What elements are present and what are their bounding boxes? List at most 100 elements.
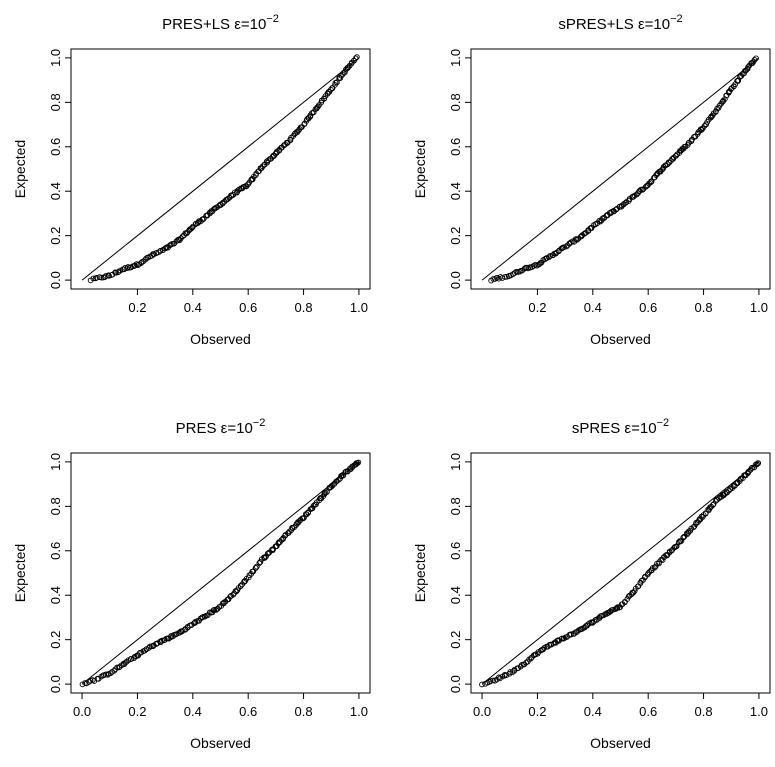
x-tick-label: 0.8	[295, 704, 313, 719]
data-point	[753, 55, 759, 62]
data-point	[354, 460, 361, 467]
y-tick-label: 1.0	[48, 453, 63, 471]
x-tick-label: 0.6	[639, 300, 657, 315]
reference-line	[481, 461, 760, 685]
x-tick-label: 0.0	[473, 704, 491, 719]
data-point	[745, 64, 752, 70]
y-tick-label: 0.6	[448, 138, 463, 156]
x-axis-label: Observed	[590, 331, 651, 347]
data-point	[214, 605, 221, 612]
chart-title: PRES+LS ε=10−2	[162, 13, 279, 33]
data-point	[252, 565, 259, 571]
data-point	[680, 534, 687, 541]
data-point	[301, 121, 308, 127]
data-point	[527, 655, 534, 662]
data-point	[114, 664, 120, 671]
data-point	[751, 56, 758, 63]
chart-title: sPRES+LS ε=10−2	[558, 13, 682, 33]
data-point	[571, 631, 577, 637]
data-point	[507, 669, 514, 675]
y-tick-label: 0.4	[48, 586, 63, 604]
chart-title-epsilon: ε=10	[624, 420, 656, 437]
chart-title-method: sPRES	[572, 420, 625, 437]
data-point	[106, 273, 112, 279]
data-point	[702, 510, 709, 517]
data-point	[712, 109, 719, 115]
data-point	[613, 604, 620, 611]
data-point	[490, 276, 497, 282]
chart-title-exponent: −2	[657, 417, 670, 429]
data-point	[479, 681, 485, 688]
reference-line	[81, 461, 360, 685]
data-point	[532, 261, 539, 268]
data-point	[347, 466, 354, 473]
x-tick-label: 0.2	[128, 300, 146, 315]
data-point	[698, 127, 705, 133]
data-point	[568, 631, 574, 638]
y-tick-label: 0.4	[448, 182, 463, 200]
data-point	[287, 137, 294, 144]
x-tick-label: 1.0	[750, 704, 768, 719]
x-tick-label: 0.2	[528, 300, 546, 315]
y-tick-label: 0.2	[448, 631, 463, 649]
data-point	[132, 262, 138, 269]
x-tick-label: 0.8	[695, 300, 713, 315]
data-point	[221, 599, 227, 606]
y-tick-label: 0.4	[48, 182, 63, 200]
y-tick-label: 0.8	[48, 497, 63, 515]
data-point	[123, 658, 130, 665]
data-point	[265, 550, 272, 557]
x-tick-label: 0.8	[695, 704, 713, 719]
data-point	[265, 157, 272, 164]
data-point	[589, 620, 596, 626]
data-point	[237, 583, 244, 589]
data-point	[550, 640, 557, 647]
x-tick-label: 0.4	[584, 704, 602, 719]
chart-panel-1: PRES+LS ε=10−2 0.2 0.4 0.6 0.8 1.0 0.0 0.2 0.4 0.…	[12, 13, 371, 347]
data-point	[631, 588, 638, 595]
data-point	[333, 79, 340, 86]
data-point	[79, 681, 86, 688]
data-point	[162, 637, 168, 643]
y-axis-label: Expected	[12, 544, 28, 602]
data-point	[651, 564, 658, 571]
data-point	[353, 54, 360, 60]
data-point	[104, 671, 111, 678]
data-point	[125, 657, 132, 664]
data-point	[710, 502, 716, 508]
data-point	[121, 266, 127, 273]
x-tick-label: 0.4	[184, 704, 202, 719]
data-point	[327, 484, 334, 491]
data-point	[352, 55, 359, 62]
y-tick-label: 0.4	[448, 586, 463, 604]
data-point	[503, 672, 510, 678]
chart-panel-3: PRES ε=10−2 0.0 0.2 0.4 0.6 0.8 1.0 0.0 0.2 0.4 0.…	[12, 417, 371, 751]
data-point	[324, 489, 330, 495]
reference-line	[81, 57, 360, 281]
x-axis-label: Observed	[590, 735, 651, 751]
data-point	[189, 225, 195, 231]
data-point	[206, 209, 213, 216]
x-tick-label: 0.6	[639, 704, 657, 719]
data-point	[639, 186, 646, 193]
y-tick-label: 1.0	[48, 49, 63, 67]
data-point	[486, 679, 493, 685]
data-point	[721, 96, 728, 102]
y-tick-label: 1.0	[448, 453, 463, 471]
data-point	[645, 570, 652, 577]
chart-title-epsilon: ε=10	[638, 16, 670, 33]
chart-title-exponent: −2	[253, 417, 266, 429]
data-point	[652, 563, 659, 570]
chart-title-exponent: −2	[266, 13, 279, 25]
x-tick-label: 1.0	[350, 704, 368, 719]
data-point	[684, 531, 691, 538]
data-point	[579, 626, 585, 632]
data-point	[754, 461, 760, 468]
data-point	[328, 86, 334, 93]
y-tick-label: 0.8	[448, 497, 463, 515]
data-point	[102, 273, 109, 279]
y-tick-label: 0.0	[448, 271, 463, 289]
x-tick-label: 0.8	[295, 300, 313, 315]
data-point	[154, 640, 161, 647]
